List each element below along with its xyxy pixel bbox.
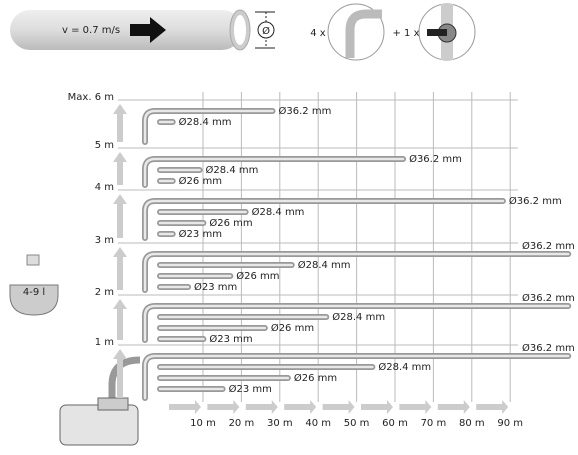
pipe-label: Ø26 mm xyxy=(179,175,222,187)
x-label: 70 m xyxy=(421,418,447,429)
pipe-label: Ø26 mm xyxy=(271,322,314,334)
x-arrow xyxy=(169,400,201,414)
x-label: 30 m xyxy=(267,418,293,429)
up-arrow xyxy=(113,104,127,142)
pipe-highlight xyxy=(143,304,570,342)
level-label: 2 m xyxy=(95,287,114,298)
pipe-label: Ø36.2 mm xyxy=(522,292,575,304)
x-arrow xyxy=(437,400,470,414)
pipe-label: Ø36.2 mm xyxy=(409,153,462,165)
pipe-illustration xyxy=(10,9,275,51)
level-label: 5 m xyxy=(95,140,114,151)
x-label: 60 m xyxy=(382,418,408,429)
pipe-label: Ø28.4 mm xyxy=(332,311,385,323)
level-label: 1 m xyxy=(95,337,114,348)
pipe-label: Ø28.4 mm xyxy=(298,259,351,271)
diameter-symbol: Ø xyxy=(262,25,270,37)
x-label: 50 m xyxy=(344,418,370,429)
x-label: 40 m xyxy=(305,418,331,429)
pipe-label: Ø28.4 mm xyxy=(252,206,305,218)
level-label: 4 m xyxy=(95,182,114,193)
pipe-label: Ø36.2 mm xyxy=(522,342,575,354)
pipe-label: Ø36.2 mm xyxy=(509,195,562,207)
up-arrow xyxy=(113,152,127,185)
pump xyxy=(59,356,141,446)
pipe-label: Ø28.4 mm xyxy=(179,116,232,128)
pipe-label: Ø23 mm xyxy=(209,333,252,345)
x-label: 90 m xyxy=(497,418,523,429)
level-label: Max. 6 m xyxy=(68,92,114,103)
pipe-label: Ø36.2 mm xyxy=(279,105,332,117)
elbow-icon xyxy=(327,3,385,61)
valve-icon xyxy=(418,3,476,61)
pipe-highlight xyxy=(143,109,274,144)
tank-icon xyxy=(9,254,59,316)
x-arrow xyxy=(207,400,240,414)
pipe-label: Ø26 mm xyxy=(294,372,337,384)
x-arrow xyxy=(361,400,393,414)
pipe-label: Ø26 mm xyxy=(209,217,252,229)
up-arrow xyxy=(113,299,127,340)
level-label: 3 m xyxy=(95,235,114,246)
x-label: 10 m xyxy=(190,418,216,429)
x-arrow xyxy=(245,400,278,414)
pipe-label: Ø23 mm xyxy=(194,281,237,293)
x-arrow xyxy=(322,400,355,414)
x-arrow xyxy=(284,400,317,414)
pipe-highlight xyxy=(143,354,570,400)
pipe-label: Ø28.4 mm xyxy=(206,164,259,176)
x-arrow xyxy=(399,400,432,414)
x-arrow xyxy=(476,400,509,414)
pipe-label: Ø26 mm xyxy=(236,270,279,282)
velocity: v = 0.7 m/s xyxy=(62,25,120,36)
x-label: 20 m xyxy=(229,418,255,429)
pipe-label: Ø23 mm xyxy=(229,383,272,395)
pipe-label: Ø36.2 mm xyxy=(522,240,575,252)
pipe-highlight xyxy=(143,157,405,187)
pipe-highlight xyxy=(143,252,570,292)
up-arrow xyxy=(113,194,127,238)
x-label: 80 m xyxy=(459,418,485,429)
pipe-highlight xyxy=(143,199,505,240)
up-arrow xyxy=(113,349,127,398)
valve-count: + 1 x xyxy=(392,28,419,39)
pipe-label: Ø23 mm xyxy=(179,228,222,240)
pipe-label: Ø28.4 mm xyxy=(378,361,431,373)
tank-label: 4-9 l xyxy=(23,287,45,298)
elbow-count: 4 x xyxy=(310,28,326,39)
up-arrow xyxy=(113,247,127,290)
